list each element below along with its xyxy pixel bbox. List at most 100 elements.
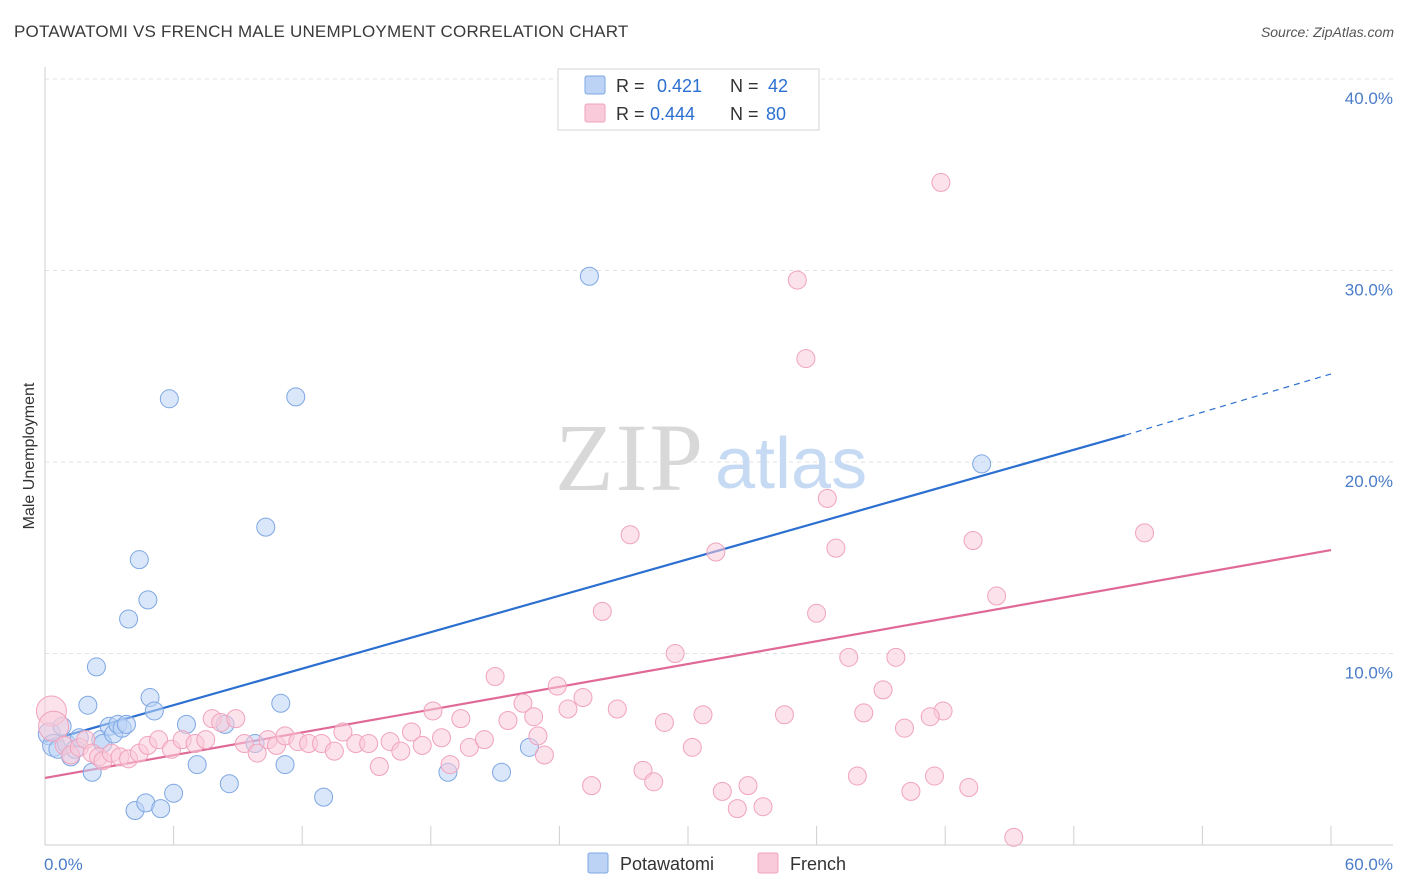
french-point-69 (774, 705, 794, 725)
french-point-62 (682, 737, 702, 757)
french-point-66 (727, 799, 747, 819)
grid (45, 78, 1393, 654)
french-point-1 (38, 710, 70, 742)
potawatomi-point-17 (116, 714, 136, 734)
french-point-88 (987, 586, 1007, 606)
french-point-90 (1135, 523, 1155, 543)
potawatomi-point-36 (286, 387, 306, 407)
french-point-22 (234, 734, 254, 754)
source-label: Source: ZipAtlas.com (1260, 24, 1394, 40)
french-point-14 (149, 730, 169, 750)
french-point-40 (432, 728, 452, 748)
french-point-18 (196, 730, 216, 750)
legend-r-value-1: 0.421 (657, 76, 702, 96)
legend-swatch-potawatomi (584, 75, 606, 95)
potawatomi-point-27 (164, 783, 184, 803)
french-point-77 (854, 703, 874, 723)
potawatomi-point-18 (119, 609, 139, 629)
legend: R = 0.421 N = 42 R = 0.444 N = 80 (557, 68, 820, 131)
french-point-80 (894, 718, 914, 738)
french-point-73 (817, 488, 837, 508)
potawatomi-point-35 (275, 755, 295, 775)
watermark-zip: ZIP (555, 404, 705, 511)
french-point-42 (451, 709, 471, 729)
french-point-82 (931, 172, 951, 192)
legend-n-label-1: N = (730, 76, 759, 96)
potawatomi-point-20 (129, 550, 149, 570)
potawatomi-point-29 (187, 755, 207, 775)
potawatomi-point-34 (271, 693, 291, 713)
x-tick-labels: 0.0% 60.0% (44, 855, 1393, 874)
french-point-57 (620, 525, 640, 545)
bottom-legend-label-french: French (790, 854, 846, 874)
potawatomi-point-33 (256, 517, 276, 537)
french-point-86 (959, 778, 979, 798)
potawatomi-point-39 (492, 762, 512, 782)
watermark: ZIP atlas (555, 404, 867, 511)
bottom-legend-swatch-french (757, 852, 779, 874)
french-point-72 (807, 603, 827, 623)
french-point-81 (901, 781, 921, 801)
french-point-46 (498, 711, 518, 731)
potawatomi-point-22 (138, 590, 158, 610)
legend-n-label-2: N = (730, 104, 759, 124)
french-point-38 (412, 735, 432, 755)
french-point-70 (787, 270, 807, 290)
french-point-79 (886, 647, 906, 667)
french-point-36 (391, 741, 411, 761)
french-point-53 (573, 688, 593, 708)
french-point-41 (440, 755, 460, 775)
potawatomi-point-24 (144, 701, 164, 721)
french-point-47 (513, 693, 533, 713)
data-points (35, 172, 1155, 847)
potawatomi-trend-extension (1125, 373, 1332, 436)
french-point-49 (528, 726, 548, 746)
french-point-50 (534, 745, 554, 765)
y-tick-label-2: 30.0% (1345, 281, 1393, 300)
potawatomi-point-42 (972, 454, 992, 474)
y-axis-label: Male Unemployment (21, 382, 38, 529)
french-point-74 (826, 538, 846, 558)
bottom-legend-swatch-potawatomi (587, 852, 609, 874)
french-point-54 (582, 776, 602, 796)
french-point-68 (753, 797, 773, 817)
potawatomi-point-26 (159, 389, 179, 409)
y-tick-labels: 10.0% 20.0% 30.0% 40.0% (1345, 89, 1393, 683)
french-point-52 (558, 699, 578, 719)
french-point-64 (706, 542, 726, 562)
legend-n-value-1: 42 (768, 76, 788, 96)
french-point-65 (712, 781, 732, 801)
potawatomi-point-10 (86, 657, 106, 677)
french-point-59 (644, 772, 664, 792)
french-point-21 (226, 709, 246, 729)
french-point-61 (665, 644, 685, 663)
french-point-56 (607, 699, 627, 719)
french-point-31 (333, 722, 353, 742)
french-point-60 (654, 712, 674, 732)
french-point-23 (247, 743, 267, 763)
x-tick-label-0: 0.0% (44, 855, 83, 874)
chart-title: POTAWATOMI VS FRENCH MALE UNEMPLOYMENT C… (14, 22, 629, 41)
french-point-67 (738, 776, 758, 796)
legend-r-value-2: 0.444 (650, 104, 695, 124)
potawatomi-point-31 (219, 774, 239, 794)
legend-swatch-french (584, 103, 606, 123)
french-point-84 (920, 707, 940, 727)
potawatomi-trend-line (44, 434, 1126, 743)
french-point-48 (524, 707, 544, 727)
series-legend: Potawatomi French (587, 852, 846, 874)
potawatomi-point-8 (78, 695, 98, 715)
legend-r-label-1: R = (616, 76, 645, 96)
french-point-33 (359, 734, 379, 754)
french-point-37 (402, 722, 422, 742)
y-tick-label-0: 10.0% (1345, 664, 1393, 683)
x-tick-label-1: 60.0% (1345, 855, 1393, 874)
french-point-30 (324, 741, 344, 761)
french-point-89 (1004, 827, 1024, 847)
french-point-51 (547, 676, 567, 696)
legend-n-value-2: 80 (766, 104, 786, 124)
french-point-45 (485, 666, 505, 686)
french-point-85 (924, 766, 944, 786)
french-point-34 (369, 756, 389, 776)
y-tick-label-1: 20.0% (1345, 472, 1393, 491)
